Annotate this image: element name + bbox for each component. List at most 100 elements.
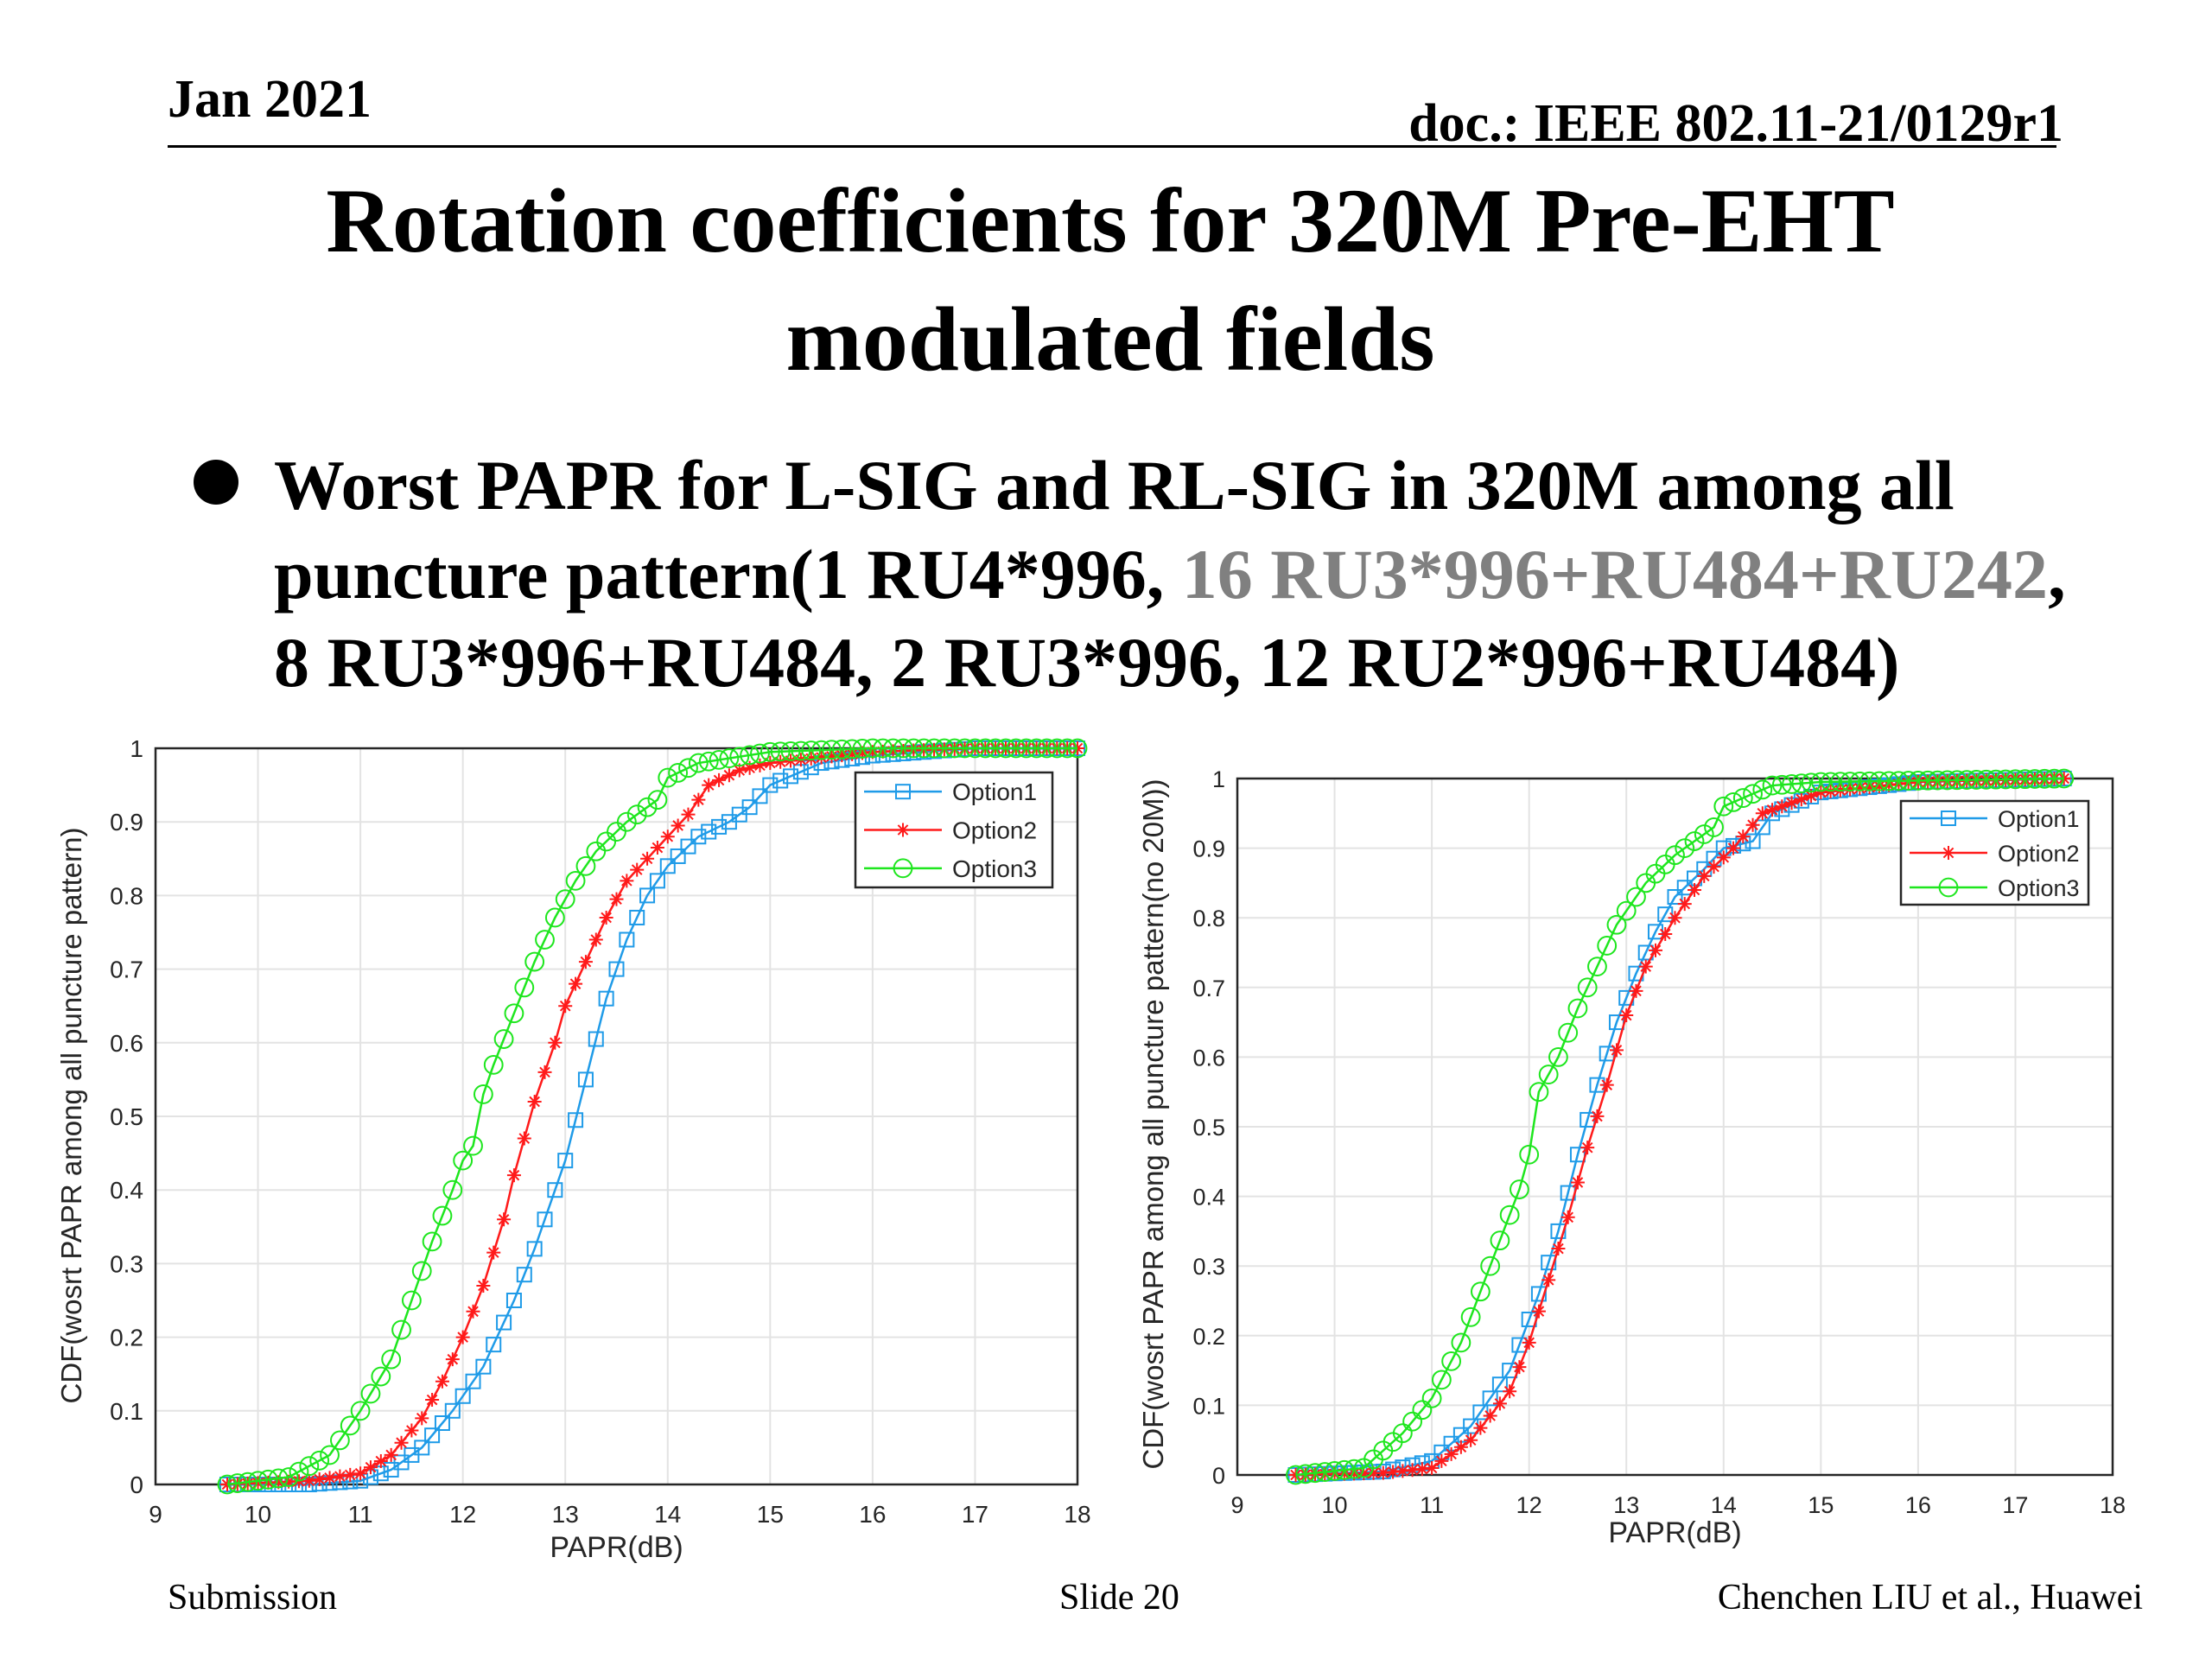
data-point-option3 [217,1474,238,1495]
x-axis-label: PAPR(dB) [550,1531,683,1564]
data-point-option2 [886,744,900,759]
data-point-option3 [719,748,740,768]
data-point-option2 [917,743,931,758]
data-point-option2 [1570,1175,1585,1190]
data-point-option3 [1325,1460,1344,1481]
data-point-option2 [1648,943,1662,957]
data-point-option2 [927,742,942,757]
data-point-option2 [599,910,613,925]
data-point-option3 [1947,770,1967,791]
data-point-option3 [1626,887,1646,907]
data-point-option3 [1743,784,1763,804]
header-divider [168,145,2056,148]
y-tick-label: 0.5 [1192,1115,1225,1141]
y-tick-label: 0.8 [1192,906,1225,931]
data-point-option3 [1606,914,1627,935]
data-point-option3 [955,738,975,759]
data-point-option3 [1334,1459,1355,1480]
data-point-option2 [455,1330,470,1344]
data-point-option1 [1541,1255,1557,1271]
data-point-option2 [476,1278,491,1293]
data-point-option2 [1843,782,1858,797]
data-point-option2 [517,1131,531,1146]
plot-frame [1236,777,2114,1477]
data-point-option3 [1006,738,1027,759]
data-point-option3 [258,1469,278,1490]
x-tick-label: 17 [962,1501,988,1528]
data-point-option3 [1956,770,1977,791]
data-point-option3 [1782,774,1802,794]
data-point-option1 [568,1112,584,1128]
x-tick-label: 13 [552,1501,579,1528]
data-point-option3 [1694,824,1714,844]
data-point-option2 [855,746,870,760]
data-point-option3 [698,751,719,772]
y-tick-label: 0.3 [1192,1254,1225,1280]
x-tick-label: 16 [859,1501,886,1528]
data-point-option3 [1995,769,2016,790]
legend-label: Option1 [1998,806,2080,832]
data-point-option3 [463,1135,483,1156]
data-point-option3 [1548,1047,1568,1067]
legend-marker-option3-icon [893,858,913,879]
data-point-option1 [598,990,614,1007]
bullet-line-3: 8 RU3*996+RU484, 2 RU3*996, 12 RU2*996+R… [274,623,1900,702]
data-point-option2 [1891,777,1906,791]
data-point-option3 [401,1290,422,1311]
data-point-option3 [934,738,955,759]
data-point-option3 [2034,768,2055,789]
data-point-option2 [1414,1462,1429,1477]
data-point-option2 [906,743,921,758]
data-point-option3 [1567,998,1588,1019]
data-point-option3 [1421,1388,1442,1408]
legend-label: Option2 [1998,841,2080,867]
data-point-option3 [770,741,791,762]
data-point-option2 [742,760,757,775]
footer-slide-number: Slide 20 [1059,1578,1179,1618]
data-point-option1 [629,909,645,925]
data-point-option2 [312,1472,327,1487]
legend-label: Option3 [1998,875,2080,901]
data-point-option3 [320,1445,340,1465]
data-point-option3 [238,1471,258,1492]
data-point-option2 [322,1471,337,1485]
data-point-option2 [650,841,664,855]
data-point-option2 [415,1411,429,1426]
data-point-option3 [647,790,668,810]
data-point-option1 [505,1293,522,1308]
data-point-option3 [1286,1465,1306,1485]
legend-marker-option3-icon [1938,877,1959,898]
data-point-option2 [333,1469,347,1484]
data-point-option3 [442,1179,463,1200]
data-point-option3 [2044,768,2064,789]
data-point-option3 [493,1029,514,1049]
data-point-option2 [1677,897,1692,912]
x-tick-label: 18 [2100,1492,2126,1518]
data-point-option3 [371,1366,391,1387]
data-point-option2 [261,1475,276,1490]
x-tick-label: 11 [348,1501,373,1528]
data-point-option3 [2005,769,2025,790]
data-point-option3 [1529,1082,1549,1103]
data-point-option3 [965,738,985,759]
data-point-option1 [752,788,768,804]
data-point-option1 [1530,1286,1547,1302]
data-point-option3 [391,1319,411,1340]
bullet-text: puncture pattern(1 RU4*996, [274,535,1182,613]
data-point-option3 [1519,1144,1540,1165]
y-tick-label: 0.2 [110,1325,143,1351]
series-line-option3 [226,747,1077,1486]
data-point-option2 [1688,882,1702,897]
data-point-option2 [435,1374,449,1389]
data-point-option2 [1522,1335,1536,1350]
data-point-option2 [506,1168,521,1183]
data-point-option2 [1464,1433,1478,1447]
data-point-option3 [2015,769,2036,790]
data-point-option1 [434,1415,450,1431]
x-tick-label: 14 [1711,1492,1737,1518]
data-point-option2 [640,851,655,866]
data-point-option3 [473,1084,493,1104]
legend-marker-option2-icon [896,823,910,837]
data-point-option1 [454,1388,471,1404]
data-point-option1 [1482,1390,1498,1407]
